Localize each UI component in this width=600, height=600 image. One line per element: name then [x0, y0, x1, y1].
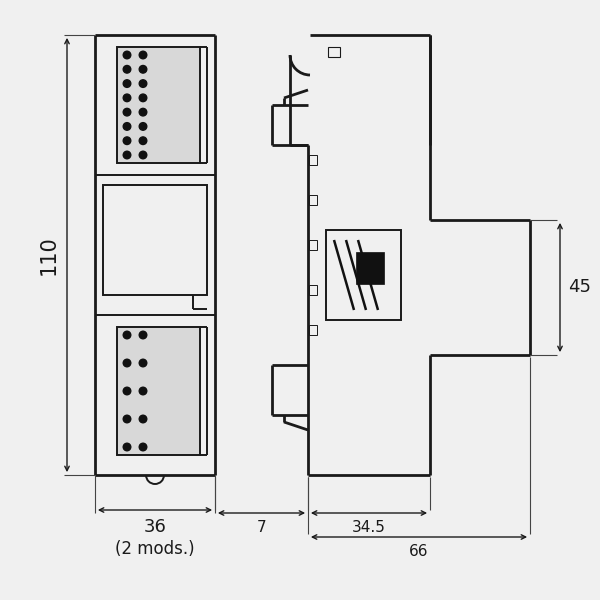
Circle shape — [123, 109, 131, 116]
Circle shape — [139, 387, 147, 395]
Bar — [328, 47, 340, 57]
Text: 34.5: 34.5 — [352, 520, 386, 535]
Text: 110: 110 — [39, 235, 59, 275]
Text: (2 mods.): (2 mods.) — [115, 540, 195, 558]
Circle shape — [139, 51, 147, 59]
Circle shape — [123, 331, 131, 339]
Circle shape — [123, 65, 131, 73]
Text: 7: 7 — [257, 520, 266, 535]
Circle shape — [123, 443, 131, 451]
Circle shape — [139, 443, 147, 451]
Circle shape — [139, 80, 147, 88]
Circle shape — [139, 109, 147, 116]
Bar — [117, 327, 200, 455]
Circle shape — [139, 359, 147, 367]
Circle shape — [123, 137, 131, 145]
Bar — [117, 47, 200, 163]
Circle shape — [139, 137, 147, 145]
Circle shape — [139, 151, 147, 159]
Circle shape — [123, 387, 131, 395]
Circle shape — [123, 122, 131, 130]
Circle shape — [123, 80, 131, 88]
Bar — [309, 155, 317, 165]
Circle shape — [139, 415, 147, 423]
Bar — [309, 285, 317, 295]
Circle shape — [123, 94, 131, 101]
Bar — [309, 195, 317, 205]
Bar — [309, 325, 317, 335]
Circle shape — [139, 331, 147, 339]
Circle shape — [123, 51, 131, 59]
Circle shape — [139, 122, 147, 130]
Bar — [103, 185, 207, 295]
Bar — [309, 240, 317, 250]
Circle shape — [123, 415, 131, 423]
Bar — [326, 230, 401, 320]
Bar — [356, 252, 384, 284]
Circle shape — [123, 359, 131, 367]
Circle shape — [123, 151, 131, 159]
Text: 36: 36 — [143, 518, 166, 536]
Text: 45: 45 — [568, 278, 591, 296]
Circle shape — [139, 65, 147, 73]
Text: 66: 66 — [409, 544, 429, 559]
Circle shape — [139, 94, 147, 101]
